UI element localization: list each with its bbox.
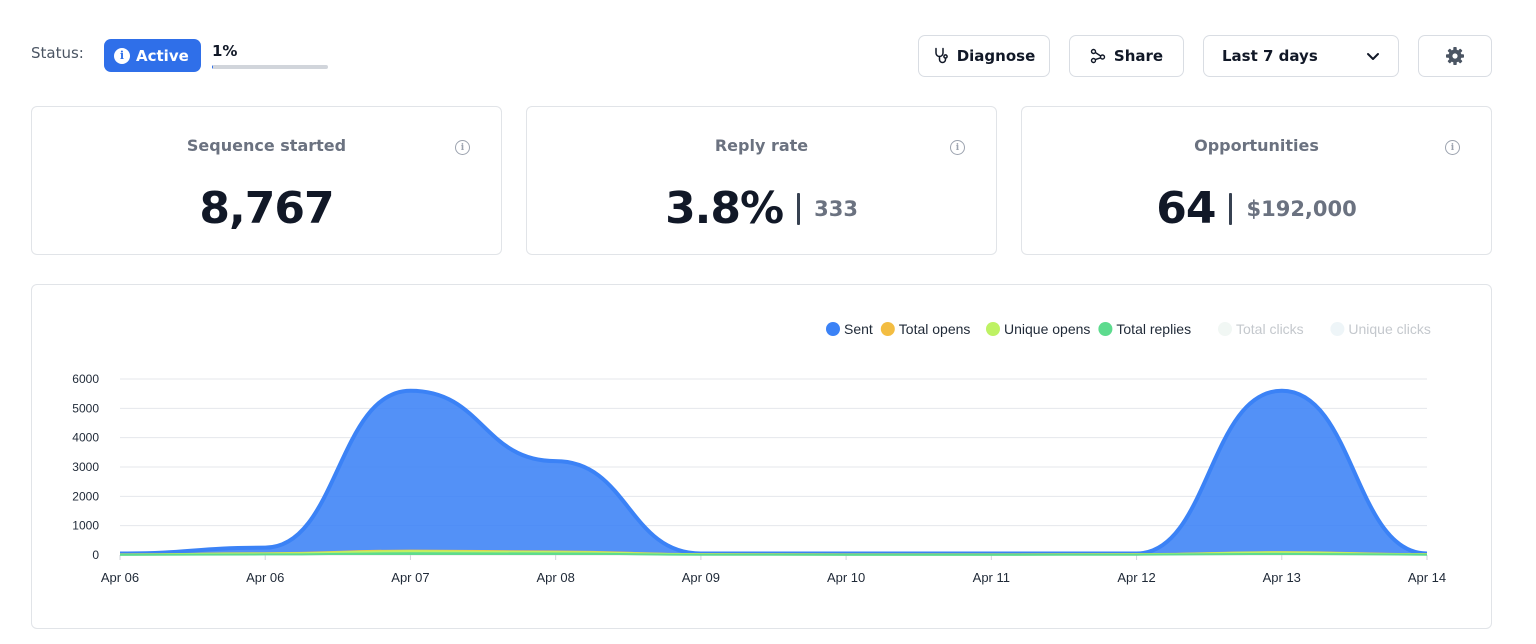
y-tick-label: 0 xyxy=(92,548,99,562)
x-tick-label: Apr 06 xyxy=(101,570,139,585)
legend-swatch-sent xyxy=(826,322,840,336)
info-icon[interactable]: i xyxy=(455,140,470,155)
chevron-down-icon xyxy=(1366,52,1380,61)
divider xyxy=(1229,193,1233,225)
x-tick-label: Apr 07 xyxy=(391,570,429,585)
card-value-row: 3.8% 333 xyxy=(527,181,996,237)
stat-card-reply-rate: Reply rate i 3.8% 333 xyxy=(526,106,997,255)
share-label: Share xyxy=(1113,47,1164,65)
legend-label-total_opens: Total opens xyxy=(899,321,971,337)
settings-button[interactable] xyxy=(1418,35,1492,77)
share-icon xyxy=(1090,48,1106,64)
card-title: Sequence started xyxy=(186,136,347,155)
card-value-row: 64 $192,000 xyxy=(1022,181,1491,237)
legend-label-unique_opens: Unique opens xyxy=(1004,321,1090,337)
y-tick-label: 1000 xyxy=(72,519,99,533)
legend-label-unique_clicks: Unique clicks xyxy=(1348,321,1430,337)
card-value: 64 xyxy=(1156,183,1216,234)
total_replies-line xyxy=(119,552,1428,556)
sent-area xyxy=(120,390,1427,555)
info-icon[interactable]: i xyxy=(950,140,965,155)
top-bar: Status: i Active 1% Diagnose xyxy=(31,34,1492,77)
x-tick-label: Apr 09 xyxy=(682,570,720,585)
date-range-select[interactable]: Last 7 days xyxy=(1203,35,1399,77)
legend-swatch-unique_clicks xyxy=(1330,322,1345,336)
info-icon: i xyxy=(114,47,130,64)
gear-icon xyxy=(1445,46,1465,66)
card-sub-value: $192,000 xyxy=(1246,197,1357,221)
card-value: 3.8% xyxy=(665,183,784,234)
legend-label-total_replies: Total replies xyxy=(1116,321,1191,337)
info-icon[interactable]: i xyxy=(1445,140,1460,155)
y-tick-label: 4000 xyxy=(72,431,99,445)
card-value: 8,767 xyxy=(199,183,334,234)
card-title: Opportunities xyxy=(1194,136,1319,155)
y-tick-label: 6000 xyxy=(72,372,99,386)
stat-card-opportunities: Opportunities i 64 $192,000 xyxy=(1021,106,1492,255)
y-tick-label: 5000 xyxy=(72,401,99,415)
legend-swatch-unique_opens xyxy=(986,322,1000,336)
x-tick-label: Apr 12 xyxy=(1117,570,1155,585)
progress-text: 1% xyxy=(212,42,238,60)
divider xyxy=(797,193,801,225)
share-button[interactable]: Share xyxy=(1069,35,1184,77)
card-value-row: 8,767 xyxy=(32,181,501,237)
diagnose-label: Diagnose xyxy=(956,47,1036,65)
card-title: Reply rate xyxy=(714,136,809,155)
x-tick-label: Apr 11 xyxy=(973,570,1010,585)
y-tick-label: 3000 xyxy=(72,460,99,474)
legend-swatch-total_clicks xyxy=(1218,322,1232,336)
status-badge-label: Active xyxy=(136,46,189,65)
legend-swatch-total_replies xyxy=(1098,322,1113,336)
status-badge[interactable]: i Active xyxy=(104,39,201,72)
x-tick-label: Apr 10 xyxy=(827,570,865,585)
x-tick-label: Apr 13 xyxy=(1263,570,1301,585)
stat-card-sequence-started: Sequence started i 8,767 xyxy=(31,106,502,255)
x-tick-label: Apr 14 xyxy=(1408,570,1446,585)
status-label: Status: xyxy=(31,44,84,62)
legend-swatch-total_opens xyxy=(880,322,895,336)
progress-track xyxy=(212,65,328,69)
y-tick-label: 2000 xyxy=(72,489,99,503)
progress-indicator: 1% xyxy=(212,42,328,69)
legend-label-total_clicks: Total clicks xyxy=(1236,321,1304,337)
x-tick-label: Apr 06 xyxy=(246,570,284,585)
date-range-label: Last 7 days xyxy=(1222,47,1318,65)
analytics-chart-card: 6000 5000 4000 3000 2000 1000 0 Apr 06 Apr 06 Apr… xyxy=(31,284,1492,629)
legend-label-sent: Sent xyxy=(844,321,873,337)
diagnose-button[interactable]: Diagnose xyxy=(918,35,1050,77)
stethoscope-icon xyxy=(933,47,949,65)
card-sub-value: 333 xyxy=(814,197,858,221)
x-tick-label: Apr 08 xyxy=(537,570,575,585)
progress-fill xyxy=(212,65,214,69)
